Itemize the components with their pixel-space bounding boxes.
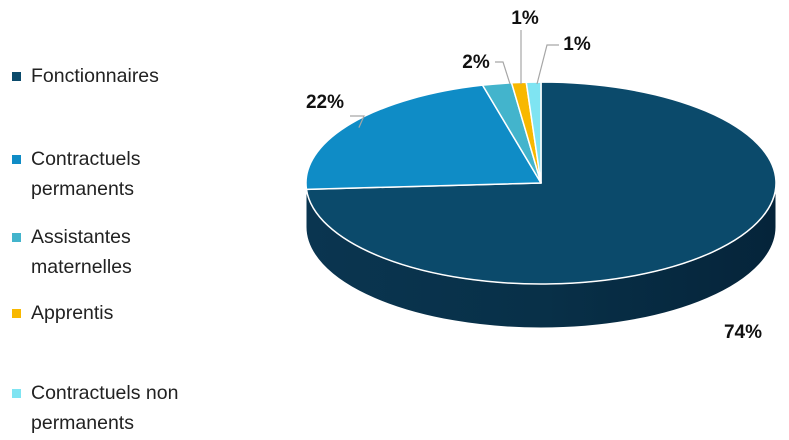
legend: Fonctionnaires Contractuels permanents A…	[12, 0, 262, 440]
legend-item-apprentis: Apprentis	[12, 298, 231, 328]
legend-item-fonctionnaires: Fonctionnaires	[12, 61, 231, 91]
pie-slice-1	[305, 84, 542, 191]
legend-swatch	[12, 389, 21, 398]
legend-swatch	[12, 309, 21, 318]
data-label-1: 22%	[306, 92, 344, 113]
leader-line-4	[536, 44, 559, 85]
legend-item-contractuels-non-permanents: Contractuels non permanents	[12, 378, 221, 438]
data-label-0: 74%	[724, 322, 762, 343]
data-label-3: 1%	[511, 8, 539, 29]
data-label-2: 2%	[462, 52, 490, 73]
legend-item-contractuels-permanents: Contractuels permanents	[12, 144, 181, 204]
legend-item-assistantes-maternelles: Assistantes maternelles	[12, 222, 171, 282]
legend-swatch	[12, 233, 21, 242]
legend-label: Contractuels permanents	[31, 148, 141, 200]
leader-line-2	[495, 61, 511, 85]
legend-label: Apprentis	[31, 302, 114, 324]
leader-line-1	[350, 115, 365, 128]
legend-label: Fonctionnaires	[31, 65, 159, 87]
data-label-4: 1%	[563, 34, 591, 55]
legend-swatch	[12, 72, 21, 81]
legend-label: Assistantes maternelles	[31, 226, 132, 278]
legend-label: Contractuels non permanents	[31, 382, 179, 434]
legend-swatch	[12, 155, 21, 164]
pie-slice-4	[525, 81, 542, 184]
